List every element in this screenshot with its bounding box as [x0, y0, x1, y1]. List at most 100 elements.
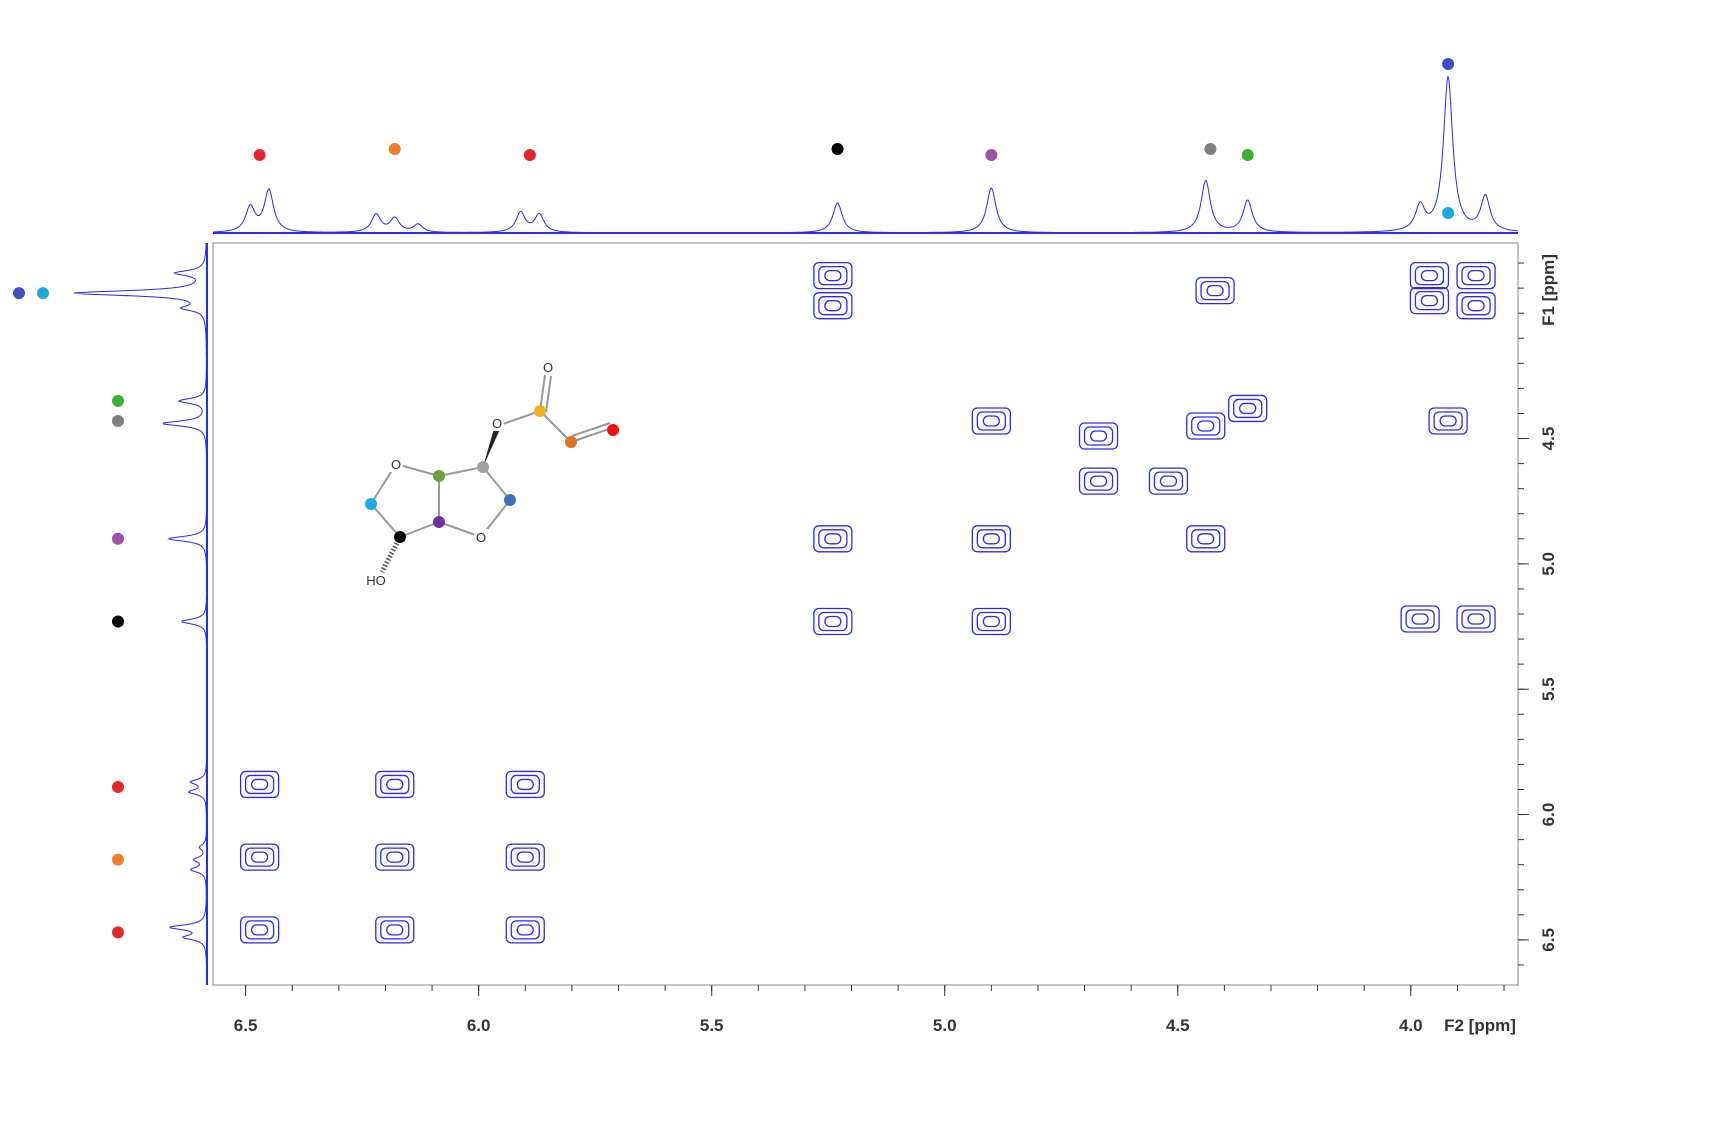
cross-peak-contour [818, 265, 848, 286]
cross-peak-contour [1148, 467, 1189, 495]
f2-assignment-dot [1442, 207, 1455, 219]
cross-peak-contour [1461, 265, 1491, 286]
cross-peak-contour [375, 843, 415, 871]
cross-peak-contour [516, 924, 534, 936]
cross-peak-contour [250, 851, 269, 863]
f2-assignment-dot [1442, 58, 1455, 70]
cross-peak-contour [386, 778, 404, 791]
cross-peak-contour [1089, 430, 1108, 442]
bond [539, 410, 572, 443]
cross-peak-contour [1411, 613, 1429, 625]
cross-peak-contour [1078, 422, 1119, 450]
cross-peak-contour [239, 770, 280, 799]
cross-peak-contour [971, 525, 1011, 553]
cross-peak-contour [1467, 300, 1485, 312]
cross-peak-contour [813, 261, 853, 290]
x-tick-label: 6.5 [234, 1016, 258, 1035]
cross-peak-contour [982, 615, 1000, 628]
atom [534, 405, 546, 417]
cross-peak-contour [1414, 291, 1445, 311]
x-tick-label: 5.5 [700, 1016, 724, 1035]
cross-peak-contour [1428, 407, 1468, 435]
cross-peak-contour [1200, 280, 1230, 301]
bond [395, 463, 440, 477]
cross-peak-contour [1197, 420, 1215, 432]
cross-peak-contour [824, 615, 842, 628]
cross-peak-contour [813, 525, 853, 553]
f1-assignment-dot [112, 532, 124, 545]
cross-peak-contour [971, 607, 1011, 636]
cross-peak-contour [1461, 609, 1491, 629]
atom-label: O [492, 416, 502, 431]
cross-peak-contour [1433, 411, 1463, 431]
bond [571, 422, 611, 437]
cross-peak-contour [505, 916, 545, 944]
atom [433, 470, 445, 482]
x-tick-label: 6.0 [467, 1016, 491, 1035]
cross-peak-contour [1083, 471, 1114, 491]
f2-assignment-dot [523, 149, 536, 161]
hash-bond [379, 535, 403, 574]
molecule: O O O O O HO [365, 360, 619, 588]
wedge-bond [483, 425, 501, 467]
atom [607, 424, 619, 436]
f1-projection [73, 242, 208, 985]
y-axis-label: F1 [ppm] [1539, 254, 1558, 326]
f2-assignment-dot [1241, 149, 1254, 161]
f2-assignment-dot [1204, 143, 1217, 155]
atom [477, 461, 489, 473]
atom-label: O [476, 530, 486, 545]
y-tick-label: 6.0 [1539, 803, 1558, 827]
f1-assignment-dot [112, 853, 124, 866]
cross-peak-contour [516, 778, 534, 791]
label-bg [474, 529, 488, 545]
x-tick-label: 4.5 [1166, 1016, 1190, 1035]
cross-peak-contour [516, 851, 534, 863]
cross-peak-contour [976, 411, 1006, 431]
cross-peak-contour [239, 916, 280, 944]
atom-label: HO [366, 573, 386, 588]
cross-peak-contour [244, 920, 275, 940]
cross-peak-contour [818, 296, 848, 316]
y-tick-label: 5.0 [1539, 552, 1558, 576]
f2-assignment-dot [388, 143, 401, 155]
cross-peak-contour [1420, 269, 1439, 282]
cross-peak-contour [1186, 412, 1226, 440]
atom [504, 494, 516, 506]
cross-peak-contour [1409, 261, 1450, 290]
cross-peak-contour [505, 770, 545, 799]
cross-peak-contour [1153, 471, 1184, 491]
cross-peak-contour [1233, 398, 1263, 419]
atom [394, 531, 406, 543]
cross-peak-contour [824, 269, 842, 282]
y-tick-label: 6.5 [1539, 928, 1558, 952]
f1-assignment-dot [112, 414, 124, 427]
cross-peak-contour [380, 774, 410, 795]
f2-assignment-dot [253, 149, 266, 161]
bond [438, 466, 484, 477]
cross-peak-contour [244, 847, 275, 867]
bond [502, 410, 541, 425]
cross-peak-contour [1239, 402, 1257, 415]
label-bg [491, 416, 504, 431]
f1-assignment-dot [112, 780, 124, 793]
cross-peak-contour [1078, 467, 1119, 495]
bond [370, 503, 401, 538]
cross-peak-contour [375, 770, 415, 799]
f2-projection [212, 76, 1519, 234]
cross-peak-contour [1195, 276, 1235, 305]
cross-peak-contour [818, 529, 848, 549]
atom [365, 498, 377, 510]
cross-peak-contour [1461, 296, 1491, 316]
cross-peak-contour [510, 774, 540, 795]
f1-assignment-dot [37, 287, 49, 300]
cross-peak-contour [1083, 426, 1114, 446]
bond [570, 427, 613, 443]
cross-peak-contour [244, 774, 275, 795]
x-tick-label: 5.0 [933, 1016, 957, 1035]
y-tick-label: 4.5 [1539, 427, 1558, 451]
label-bg [541, 360, 554, 375]
cross-peak-contour [1414, 265, 1445, 286]
plot-frame [212, 242, 1519, 986]
cross-peak-contour [982, 533, 1000, 545]
